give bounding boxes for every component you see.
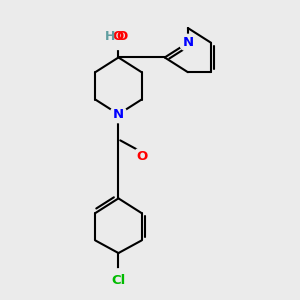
Text: N: N [113, 108, 124, 121]
Circle shape [107, 269, 130, 292]
Circle shape [133, 148, 150, 165]
Text: Cl: Cl [111, 274, 126, 287]
Text: O: O [113, 30, 124, 43]
Text: O: O [117, 30, 128, 43]
Text: N: N [182, 36, 194, 49]
Circle shape [179, 34, 196, 51]
Text: H: H [105, 30, 115, 43]
Circle shape [110, 28, 127, 45]
Circle shape [110, 106, 127, 123]
Circle shape [105, 23, 131, 50]
Text: O: O [136, 150, 147, 163]
